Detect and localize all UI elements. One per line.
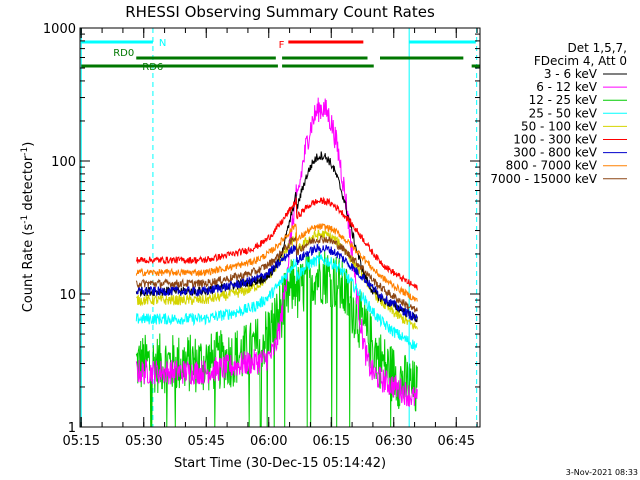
chart-title: RHESSI Observing Summary Count Rates <box>125 3 435 21</box>
legend-label: 100 - 300 keV <box>513 133 597 147</box>
legend-label: 3 - 6 keV <box>544 67 598 81</box>
y-tick-label: 1 <box>68 421 76 436</box>
x-tick-label: 06:45 <box>438 434 475 449</box>
footer-date: 3-Nov-2021 08:33 <box>566 468 638 477</box>
legend-header-line-1: Det 1,5,7, <box>568 41 628 55</box>
x-tick-label: 06:15 <box>313 434 350 449</box>
legend-label: 25 - 50 keV <box>529 106 598 120</box>
series-line-3 <box>135 254 418 351</box>
legend-label: 12 - 25 keV <box>529 93 598 107</box>
x-tick-label: 06:00 <box>250 434 287 449</box>
legend-label: 300 - 800 keV <box>513 146 597 160</box>
x-tick-label: 05:30 <box>125 434 162 449</box>
y-tick-label: 1000 <box>43 22 76 37</box>
plot-frame <box>79 27 481 428</box>
y-tick-label: 10 <box>59 288 76 303</box>
flag-label: N <box>159 38 166 49</box>
legend-header-line-2: FDecim 4, Att 0 <box>534 54 627 68</box>
series-line-7 <box>135 222 418 302</box>
legend-label: 800 - 7000 keV <box>506 159 598 173</box>
legend-label: 50 - 100 keV <box>521 119 598 133</box>
flag-group: N F RD0 RD6 <box>81 38 480 73</box>
series-line-2 <box>135 250 418 428</box>
flag-label: RD6 <box>142 62 163 73</box>
legend-label: 6 - 12 keV <box>536 80 598 94</box>
series-line-1 <box>135 97 418 407</box>
vline-group <box>80 28 478 427</box>
y-axis-label: Count Rate (s-1 detector-1) <box>20 142 36 313</box>
series-line-8 <box>135 235 418 313</box>
flag-label: RD0 <box>113 48 134 59</box>
x-axis-label: Start Time (30-Dec-15 05:14:42) <box>174 456 386 471</box>
legend-label: 7000 - 15000 keV <box>490 172 597 186</box>
x-axis: 05:15 05:30 05:45 06:00 06:15 06:30 06:45 <box>63 28 478 449</box>
plot-area: N F RD0 RD6 1 10 100 1000 05:15 05:30 05:45 06:00… <box>43 22 481 449</box>
x-tick-label: 05:15 <box>63 434 100 449</box>
series-line-6 <box>135 243 418 321</box>
flag-label: F <box>279 40 285 51</box>
x-tick-label: 06:30 <box>375 434 412 449</box>
x-tick-label: 05:45 <box>188 434 225 449</box>
series-group <box>135 97 418 428</box>
y-axis: 1 10 100 1000 <box>43 22 480 436</box>
y-tick-label: 100 <box>51 155 76 170</box>
series-line-5 <box>135 196 418 291</box>
